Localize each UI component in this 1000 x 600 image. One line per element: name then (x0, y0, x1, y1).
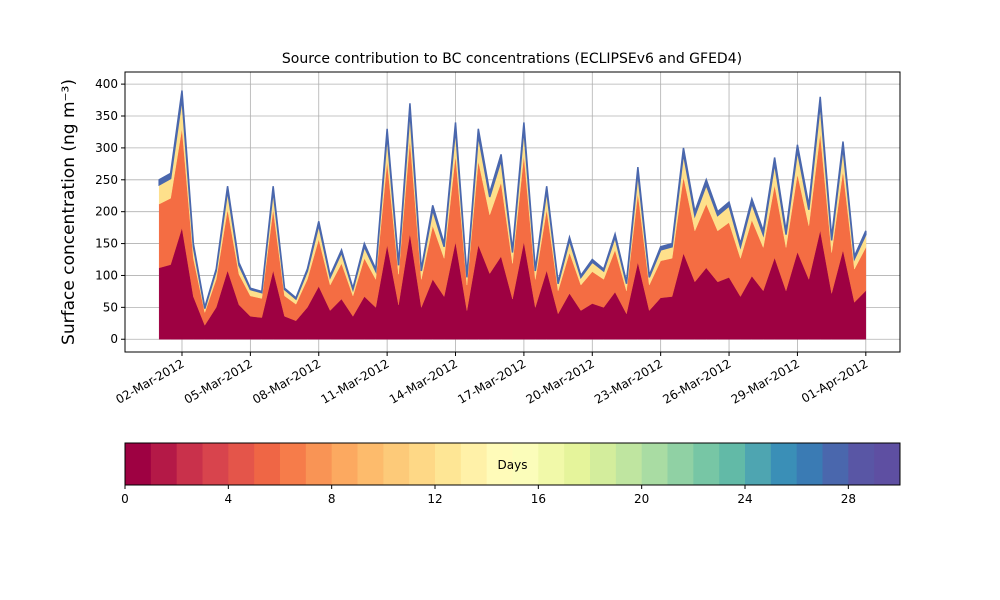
y-tick-label: 150 (95, 237, 118, 251)
x-tick-label: 26-Mar-2012 (660, 356, 733, 406)
colorbar-swatch (435, 443, 462, 485)
y-tick-label: 350 (95, 109, 118, 123)
colorbar-swatch (564, 443, 591, 485)
colorbar-swatch (667, 443, 694, 485)
colorbar-tick-label: 28 (841, 492, 856, 506)
colorbar-swatch (409, 443, 436, 485)
x-tick-label: 05-Mar-2012 (182, 356, 255, 406)
colorbar-swatch (254, 443, 281, 485)
colorbar-swatch (822, 443, 849, 485)
colorbar-tick-label: 16 (531, 492, 546, 506)
chart-title: Source contribution to BC concentrations… (282, 51, 742, 67)
x-tick-label: 02-Mar-2012 (113, 356, 186, 406)
colorbar-swatch (693, 443, 720, 485)
colorbar-swatch (305, 443, 333, 485)
y-tick-label: 0 (110, 332, 118, 346)
colorbar-swatch (331, 443, 358, 485)
colorbar-swatch (280, 443, 307, 485)
colorbar-swatch (150, 443, 178, 485)
colorbar-swatch (512, 443, 539, 485)
x-tick-label: 17-Mar-2012 (455, 356, 528, 406)
y-tick-label: 200 (95, 205, 118, 219)
colorbar-swatch (486, 443, 513, 485)
x-tick-label: 20-Mar-2012 (524, 356, 597, 406)
y-tick-label: 50 (103, 300, 118, 314)
colorbar-swatch (125, 443, 152, 485)
colorbar-tick-label: 4 (225, 492, 233, 506)
colorbar-swatch (460, 443, 488, 485)
colorbar-tick-label: 12 (427, 492, 442, 506)
colorbar-swatch (874, 443, 901, 485)
colorbar-swatch (719, 443, 746, 485)
colorbar-swatch (641, 443, 668, 485)
colorbar-swatch (357, 443, 384, 485)
y-axis-label: Surface concentration (ng m⁻³) (59, 79, 79, 345)
colorbar-swatch (615, 443, 643, 485)
area-layer (158, 90, 867, 309)
plot-frame (124, 71, 901, 353)
colorbar-swatch (538, 443, 565, 485)
colorbar-swatch (228, 443, 255, 485)
y-tick-label: 100 (95, 268, 118, 282)
colorbar-swatch (848, 443, 875, 485)
x-tick-label: 08-Mar-2012 (250, 356, 323, 406)
colorbar-swatch (770, 443, 798, 485)
x-tick-label: 11-Mar-2012 (319, 356, 392, 406)
x-tick-label: 01-Apr-2012 (799, 356, 870, 405)
x-tick-label: 23-Mar-2012 (592, 356, 665, 406)
colorbar-swatch (796, 443, 823, 485)
y-tick-label: 250 (95, 173, 118, 187)
colorbar-tick-label: 8 (328, 492, 336, 506)
colorbar-swatch (383, 443, 410, 485)
colorbar-swatch (590, 443, 617, 485)
x-tick-label: 29-Mar-2012 (729, 356, 802, 406)
colorbar-tick-label: 0 (121, 492, 129, 506)
y-tick-label: 400 (95, 77, 118, 91)
y-tick-label: 300 (95, 141, 118, 155)
colorbar-swatch (745, 443, 772, 485)
colorbar-tick-label: 24 (737, 492, 752, 506)
colorbar-swatch (202, 443, 229, 485)
colorbar-label: Days (498, 458, 528, 472)
colorbar-swatch (176, 443, 203, 485)
colorbar-tick-label: 20 (634, 492, 649, 506)
colorbar-frame (124, 442, 901, 486)
x-tick-label: 14-Mar-2012 (387, 356, 460, 406)
